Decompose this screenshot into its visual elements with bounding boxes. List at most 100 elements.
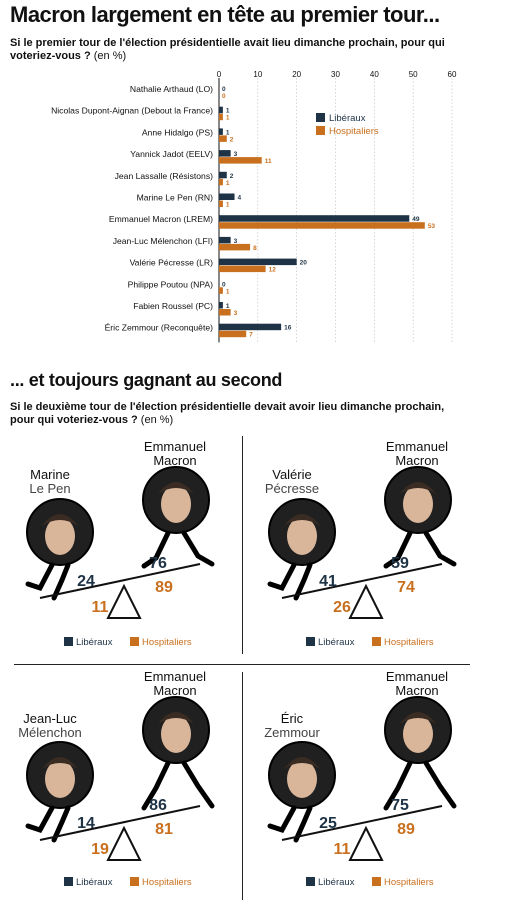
data-label: 0 [222,93,226,100]
candidate-right-first-name: Emmanuel [143,669,207,684]
candidate-left-name: Jean-Luc Mélenchon [0,712,105,740]
question-first-round: Si le premier tour de l'élection préside… [10,37,460,63]
legend-swatch-hospitaliers [372,877,381,886]
data-label: 16 [284,325,292,332]
candidate-right-portrait [384,466,452,534]
x-tick-label: 40 [370,70,379,79]
data-label: 20 [300,260,308,267]
legend-swatch-hospitaliers [130,637,139,646]
portrait-hair [400,482,436,494]
data-label: 7 [249,332,253,339]
bar [219,150,231,157]
value-liberaux-right: 59 [391,555,409,572]
bar [219,330,247,338]
value-hospitaliers-right: 89 [155,579,173,596]
x-tick-label: 10 [253,70,262,79]
value-liberaux-left: 25 [319,815,337,832]
seesaw-fulcrum [106,583,142,619]
x-tick-label: 60 [448,70,457,79]
bar [219,106,223,114]
legend-swatch-liberaux [306,877,315,886]
seesaw-fulcrum [106,825,142,861]
panel-separator-vertical-top [242,436,243,654]
portrait-face [403,715,433,753]
candidate-left-last-name: Pécresse [264,481,320,496]
seesaw-illustration: 41 59 26 74 Libéraux Hospitaliers [267,466,457,648]
data-label: 0 [222,281,226,288]
panel-separator-vertical-bottom [242,672,243,900]
category-label: Éric Zemmour (Reconquête) [105,323,214,333]
left-figure-legs [267,562,313,601]
value-liberaux-right: 76 [149,555,167,572]
left-figure-legs [25,805,71,843]
data-label: 1 [226,108,230,115]
legend-label-liberaux: Libéraux [329,113,366,124]
candidate-right-name: Emmanuel Macron [120,670,230,698]
data-label: 1 [226,202,230,209]
portrait-hair [42,757,78,769]
data-label: 12 [269,267,277,274]
category-label: Valérie Pécresse (LR) [130,258,214,268]
data-label: 1 [226,115,230,122]
portrait-face [161,485,191,523]
bar [219,128,223,135]
candidate-left-last-name: Zemmour [264,725,320,740]
section-title-second-round: ... et toujours gagnant au second [10,370,283,390]
seesaw-illustration: 24 76 11 89 Libéraux Hospitaliers [25,466,215,648]
bar [219,157,262,164]
seesaw-plank [281,805,443,841]
bar [219,113,223,121]
legend-swatch-liberaux [316,113,325,122]
portrait-hair [284,514,320,526]
candidate-right-portrait [384,696,452,764]
legend-label-hospitaliers: Hospitaliers [384,877,434,888]
candidate-right-name: Emmanuel Macron [362,670,472,698]
bar [219,236,231,244]
question-text-2: Si le deuxième tour de l'élection présid… [10,401,445,426]
portrait-hair [158,482,194,494]
left-figure-legs [25,562,71,601]
data-label: 3 [234,238,238,245]
seesaw-plank [39,563,201,599]
seesaw-illustration: 25 75 11 89 Libéraux Hospitaliers [267,696,457,888]
category-label: Jean-Luc Mélenchon (LFI) [113,236,213,246]
bar [219,135,227,142]
value-liberaux-left: 14 [77,815,95,832]
candidate-left-first-name: Jean-Luc [23,711,77,726]
candidate-left-first-name: Éric [280,711,304,726]
value-hospitaliers-right: 74 [397,579,415,596]
data-label: 49 [412,216,420,223]
legend-swatch-liberaux [64,877,73,886]
data-label: 1 [226,180,230,187]
candidate-right-last-name: Macron [153,683,197,698]
portrait-hair [158,712,194,724]
legend-swatch-hospitaliers [372,637,381,646]
category-label: Nathalie Arthaud (LO) [130,84,213,94]
bar [219,178,223,186]
candidate-right-last-name: Macron [395,683,439,698]
data-label: 1 [226,288,230,295]
right-figure-legs [383,760,457,811]
data-label: 1 [226,303,230,310]
candidate-left-portrait [26,741,94,809]
x-tick-label: 20 [292,70,301,79]
panel-separator-horizontal [14,664,470,665]
bar [219,309,231,316]
seesaw-plank [39,805,201,841]
category-label: Yannick Jadot (EELV) [130,149,213,159]
x-tick-label: 0 [217,70,222,79]
second-round-panel: Valérie Pécresse Emmanuel Macron 41 59 26 74 Lib… [242,440,482,664]
legend-label-hospitaliers: Hospitaliers [329,126,379,137]
bar [219,243,251,251]
category-label: Emmanuel Macron (LREM) [109,214,213,224]
data-label: 1 [226,129,230,136]
data-label: 53 [428,223,436,230]
category-label: Marine Le Pen (RN) [137,193,214,203]
candidate-left-name: Valérie Pécresse [237,468,347,496]
value-hospitaliers-right: 81 [155,821,173,838]
data-label: 2 [230,173,234,180]
right-figure-legs [141,530,215,569]
bar [219,302,223,309]
candidate-right-first-name: Emmanuel [143,439,207,454]
chart-title: Macron largement en tête au premier tour… [10,2,440,27]
